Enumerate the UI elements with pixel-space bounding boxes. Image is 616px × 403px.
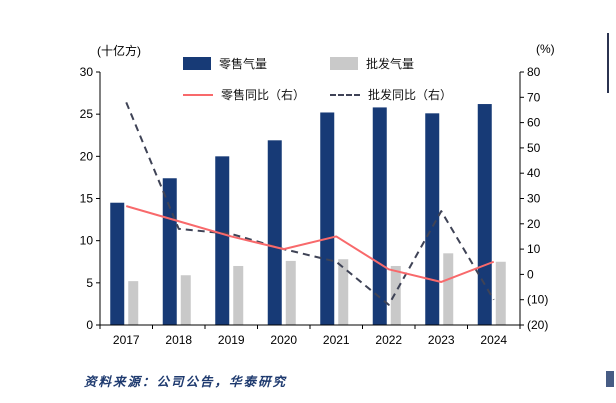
right-axis-tick-label: 40 — [527, 166, 541, 180]
left-axis-tick-label: 20 — [80, 149, 94, 163]
bar — [390, 265, 401, 325]
legend-label: 零售气量 — [219, 57, 268, 71]
bar — [162, 178, 177, 325]
series-line — [125, 205, 495, 283]
left-axis-tick-label: 30 — [80, 65, 94, 79]
x-axis-category-label: 2021 — [323, 333, 350, 347]
right-axis-tick-label: 50 — [527, 141, 541, 155]
right-axis-tick-label: 80 — [527, 65, 541, 79]
x-axis-category-label: 2017 — [113, 333, 140, 347]
bar — [443, 253, 454, 325]
right-axis-tick-label: 70 — [527, 90, 541, 104]
left-axis-tick-label: 5 — [86, 276, 93, 290]
legend-item-wholesale-volume: 批发气量 — [330, 55, 414, 72]
bar — [215, 156, 230, 325]
bar — [110, 202, 125, 325]
bar — [495, 261, 506, 325]
right-axis-tick-label: (20) — [527, 318, 548, 332]
right-axis-tick-label: 0 — [527, 267, 534, 281]
right-axis-tick-label: (10) — [527, 293, 548, 307]
legend-item-retail-yoy: 零售同比（右） — [183, 86, 305, 103]
legend-item-retail-volume: 零售气量 — [183, 55, 267, 72]
x-axis-category-label: 2019 — [218, 333, 245, 347]
legend-label: 批发气量 — [366, 57, 415, 71]
x-axis-category-label: 2020 — [270, 333, 297, 347]
left-axis-tick-label: 25 — [80, 107, 94, 121]
source-note: 资料来源：公司公告，华泰研究 — [84, 375, 288, 389]
x-axis-category-label: 2022 — [375, 333, 402, 347]
right-axis-unit-label: (%) — [536, 42, 555, 56]
legend-label: 批发同比（右） — [368, 88, 453, 102]
series-line — [125, 101, 495, 306]
left-axis-tick-label: 10 — [80, 234, 94, 248]
left-axis-tick-label: 15 — [80, 192, 94, 206]
bar — [372, 107, 387, 325]
right-axis-tick-label: 30 — [527, 192, 541, 206]
x-axis-category-label: 2023 — [428, 333, 455, 347]
retail-yoy-line-swatch — [183, 93, 213, 96]
bar — [128, 281, 139, 325]
right-axis-tick-label: 10 — [527, 242, 541, 256]
bar — [285, 260, 296, 325]
retail-volume-swatch — [183, 57, 211, 70]
bar — [320, 112, 335, 325]
legend-label: 零售同比（右） — [221, 88, 306, 102]
bar — [338, 259, 349, 325]
right-axis-tick-label: 60 — [527, 116, 541, 130]
bar — [267, 140, 282, 325]
left-axis-tick-label: 0 — [86, 318, 93, 332]
wholesale-yoy-dashed-swatch — [330, 93, 360, 96]
wholesale-volume-swatch — [330, 57, 358, 70]
right-axis-tick-label: 20 — [527, 217, 541, 231]
bar — [477, 104, 492, 326]
bar — [180, 275, 191, 325]
x-axis-category-label: 2018 — [165, 333, 192, 347]
x-axis-category-label: 2024 — [480, 333, 507, 347]
legend-item-wholesale-yoy: 批发同比（右） — [330, 86, 452, 103]
bar — [425, 113, 440, 325]
left-axis-unit-label: (十亿方) — [97, 44, 141, 58]
bar — [233, 265, 244, 325]
right-edge-artifact — [607, 33, 609, 93]
bottom-right-edge-artifact — [606, 371, 614, 387]
